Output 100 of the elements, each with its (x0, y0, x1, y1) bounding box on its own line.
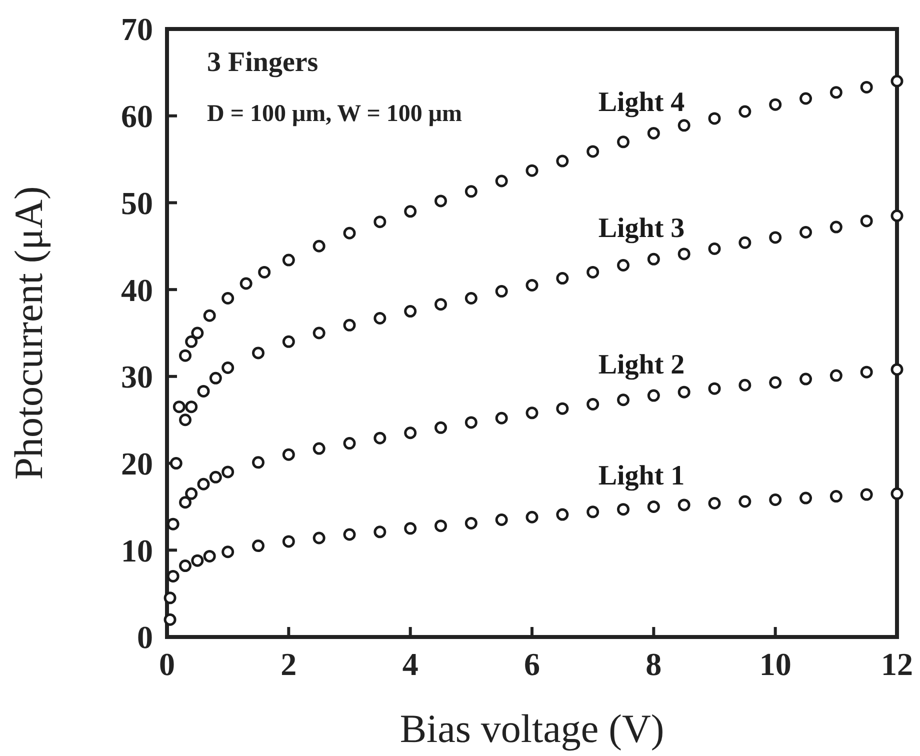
point (404, 305, 417, 318)
point (404, 426, 417, 440)
point (179, 414, 192, 426)
point (890, 74, 904, 88)
point (343, 318, 356, 332)
point (222, 546, 234, 558)
point (434, 298, 447, 311)
point (374, 216, 386, 228)
point (617, 394, 630, 406)
point (830, 369, 842, 382)
point (374, 526, 386, 538)
point (374, 312, 386, 324)
point (258, 266, 271, 278)
point (282, 335, 295, 348)
point (343, 437, 356, 450)
point (738, 378, 752, 392)
point (179, 560, 192, 572)
point (185, 487, 198, 500)
point (647, 500, 660, 513)
point (678, 386, 690, 398)
point (312, 240, 326, 252)
point (769, 231, 782, 244)
point (252, 346, 264, 360)
point (164, 613, 176, 626)
point (179, 349, 192, 362)
x-tick-label: 12 (881, 646, 913, 682)
point (586, 145, 600, 158)
point (282, 448, 295, 461)
point (800, 226, 812, 238)
point (343, 226, 356, 240)
point (172, 400, 186, 414)
point (526, 164, 538, 177)
y-tick-label: 20 (121, 445, 153, 482)
point (222, 466, 234, 478)
point (374, 432, 386, 444)
point (495, 514, 508, 526)
point (203, 550, 216, 562)
point (526, 510, 538, 524)
point (556, 402, 569, 415)
point (209, 372, 222, 384)
point (434, 194, 447, 208)
point (179, 496, 192, 509)
point (312, 326, 326, 340)
point (769, 98, 782, 111)
point (830, 220, 842, 234)
point (890, 210, 904, 222)
point (166, 570, 180, 582)
point (222, 292, 234, 304)
point (185, 400, 198, 414)
point (495, 174, 508, 188)
point (586, 266, 600, 278)
point (197, 384, 210, 398)
point (434, 520, 447, 532)
point (678, 498, 690, 512)
point (185, 335, 198, 348)
point (586, 506, 600, 518)
point (800, 492, 812, 504)
point (464, 516, 478, 530)
y-tick-label: 0 (137, 619, 153, 656)
point (586, 398, 600, 410)
x-tick-label: 6 (524, 646, 540, 682)
point (738, 105, 752, 118)
point (404, 522, 417, 535)
point (647, 252, 660, 266)
point (191, 554, 204, 567)
x-tick-label: 4 (402, 646, 418, 682)
point (800, 372, 812, 386)
point (197, 478, 210, 490)
point (312, 532, 326, 544)
series-label: Light 3 (598, 213, 685, 244)
point (617, 259, 630, 272)
point (830, 490, 842, 503)
x-tick-label: 10 (759, 646, 792, 682)
y-tick-label: 60 (121, 98, 153, 134)
point (556, 508, 569, 521)
point (404, 205, 417, 218)
point (890, 487, 904, 500)
point (282, 254, 295, 266)
point (860, 80, 873, 94)
x-tick-label: 2 (280, 646, 297, 682)
y-tick-label: 40 (121, 272, 153, 308)
point (860, 366, 873, 378)
point (164, 592, 176, 604)
point (556, 154, 569, 168)
point (556, 272, 569, 285)
series-label: Light 2 (598, 350, 685, 381)
point (647, 126, 660, 140)
y-axis-title: Photocurrent (μA) (6, 186, 51, 480)
point (166, 518, 180, 530)
point (343, 528, 356, 541)
point (617, 136, 630, 148)
point (203, 309, 216, 322)
point (890, 363, 904, 376)
point (769, 376, 782, 389)
point (252, 456, 264, 469)
point (708, 497, 721, 510)
point (282, 535, 295, 548)
point (708, 242, 721, 255)
y-tick-label: 30 (121, 358, 153, 395)
y-tick-label: 70 (121, 11, 153, 48)
